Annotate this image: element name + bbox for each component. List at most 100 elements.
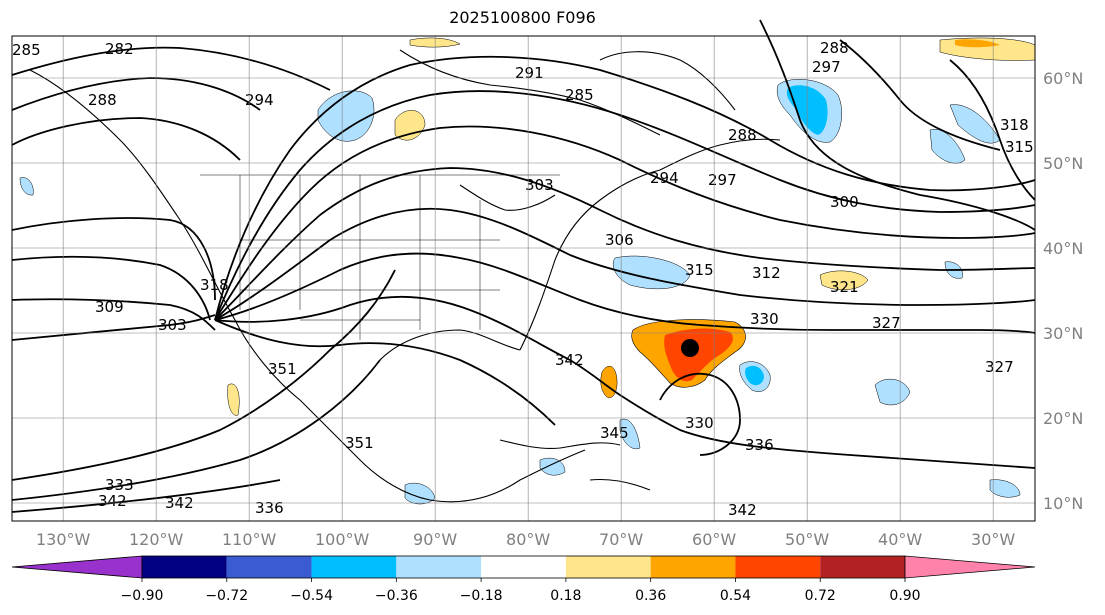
shaded-anomalies xyxy=(19,37,1036,505)
colorbar-extend-low xyxy=(11,555,143,579)
negative-anomaly xyxy=(317,90,375,142)
colorbar-swatch xyxy=(311,556,397,578)
map-frame xyxy=(11,35,1036,522)
colorbar xyxy=(11,555,1036,579)
contour-label: 333 xyxy=(105,476,134,494)
contour-label: 345 xyxy=(600,424,629,442)
contour-label: 312 xyxy=(752,264,781,282)
positive-anomaly-storm-core xyxy=(664,328,733,382)
contour-label: 330 xyxy=(685,414,714,432)
contour-label: 285 xyxy=(12,41,41,59)
latitude-label: 50°N xyxy=(1043,154,1083,173)
negative-anomaly-core xyxy=(745,365,764,386)
contour-label: 309 xyxy=(95,298,124,316)
storm-center-marker xyxy=(681,339,699,357)
contour-label: 315 xyxy=(1005,138,1034,156)
negative-anomaly xyxy=(539,457,566,476)
map-title: 2025100800 F096 xyxy=(449,8,596,27)
negative-anomaly xyxy=(929,128,966,164)
longitude-label: 110°W xyxy=(222,530,277,549)
latitude-label: 30°N xyxy=(1043,324,1083,343)
contour-label: 336 xyxy=(745,436,774,454)
longitude-label: 130°W xyxy=(36,530,91,549)
colorbar-tick-label: 0.18 xyxy=(550,588,581,604)
positive-anomaly xyxy=(955,39,1000,48)
contour-label: 291 xyxy=(515,64,544,82)
colorbar-tick-labels: −0.90 −0.72 −0.54 −0.36 −0.18 0.18 0.36 0.54 0.7… xyxy=(121,578,921,604)
longitude-label: 40°W xyxy=(878,530,922,549)
colorbar-swatch xyxy=(735,556,821,578)
latitude-labels: 60°N 50°N 40°N 30°N 20°N 10°N xyxy=(1043,69,1083,513)
contour-label: 321 xyxy=(830,278,859,296)
longitude-label: 70°W xyxy=(599,530,643,549)
coastlines xyxy=(29,49,781,503)
latitude-label: 10°N xyxy=(1043,494,1083,513)
contour-label: 288 xyxy=(728,126,757,144)
colorbar-swatch xyxy=(396,556,482,578)
contour-label: 327 xyxy=(872,314,901,332)
contour-label: 288 xyxy=(88,91,117,109)
contour-label: 351 xyxy=(345,434,374,452)
colorbar-tick-label: −0.54 xyxy=(290,588,333,604)
contour-label: 303 xyxy=(158,316,187,334)
gridlines xyxy=(12,36,1035,521)
colorbar-swatch xyxy=(565,556,651,578)
longitude-label: 80°W xyxy=(506,530,550,549)
latitude-label: 20°N xyxy=(1043,409,1083,428)
colorbar-tick-label: −0.72 xyxy=(205,588,248,604)
contour-label: 342 xyxy=(555,351,584,369)
colorbar-swatch xyxy=(142,556,227,578)
longitude-label: 120°W xyxy=(129,530,184,549)
contour-label: 306 xyxy=(605,231,634,249)
negative-anomaly xyxy=(19,177,34,196)
contour-label: 297 xyxy=(812,58,841,76)
colorbar-tick-label: −0.90 xyxy=(121,588,164,604)
contour-label: 297 xyxy=(708,171,737,189)
height-contours xyxy=(11,19,1036,513)
longitude-labels: 130°W 120°W 110°W 100°W 90°W 80°W 70°W 60°W 50°W… xyxy=(36,530,1015,549)
contour-label: 303 xyxy=(525,176,554,194)
contour-label: 342 xyxy=(98,492,127,510)
contour-label: 282 xyxy=(105,40,134,58)
positive-anomaly xyxy=(394,110,426,141)
colorbar-tick-label: 0.36 xyxy=(635,588,666,604)
longitude-label: 60°W xyxy=(692,530,736,549)
contour-label: 288 xyxy=(820,39,849,57)
contour-label: 336 xyxy=(255,499,284,517)
contour-label: 342 xyxy=(728,501,757,519)
colorbar-tick-label: 0.72 xyxy=(805,588,836,604)
negative-anomaly xyxy=(619,418,641,450)
contour-label: 300 xyxy=(830,193,859,211)
colorbar-swatch xyxy=(481,556,566,578)
contour-label: 330 xyxy=(750,310,779,328)
negative-anomaly xyxy=(612,255,691,290)
contour-label: 327 xyxy=(985,358,1014,376)
contour-label: 318 xyxy=(200,276,229,294)
longitude-label: 100°W xyxy=(315,530,370,549)
longitude-label: 50°W xyxy=(785,530,829,549)
latitude-label: 40°N xyxy=(1043,239,1083,258)
contour-label: 285 xyxy=(565,86,594,104)
contour-label: 318 xyxy=(1000,116,1029,134)
contour-label: 351 xyxy=(268,360,297,378)
colorbar-tick-label: −0.36 xyxy=(375,588,418,604)
positive-anomaly xyxy=(227,383,240,416)
contour-labels: 282 288 294 291 285 288 294 297 300 306 … xyxy=(12,39,1034,519)
negative-anomaly xyxy=(874,378,911,406)
latitude-label: 60°N xyxy=(1043,69,1083,88)
longitude-label: 30°W xyxy=(971,530,1015,549)
longitude-label: 90°W xyxy=(413,530,457,549)
colorbar-swatch xyxy=(226,556,312,578)
contour-label: 294 xyxy=(245,91,274,109)
colorbar-swatch xyxy=(820,556,905,578)
colorbar-tick-label: −0.18 xyxy=(460,588,503,604)
colorbar-extend-high xyxy=(904,555,1036,579)
colorbar-tick-label: 0.90 xyxy=(889,588,920,604)
colorbar-tick-label: 0.54 xyxy=(720,588,751,604)
colorbar-swatch xyxy=(650,556,736,578)
contour-label: 315 xyxy=(685,261,714,279)
negative-anomaly xyxy=(989,479,1021,498)
contour-label: 294 xyxy=(650,169,679,187)
positive-anomaly xyxy=(819,270,869,290)
